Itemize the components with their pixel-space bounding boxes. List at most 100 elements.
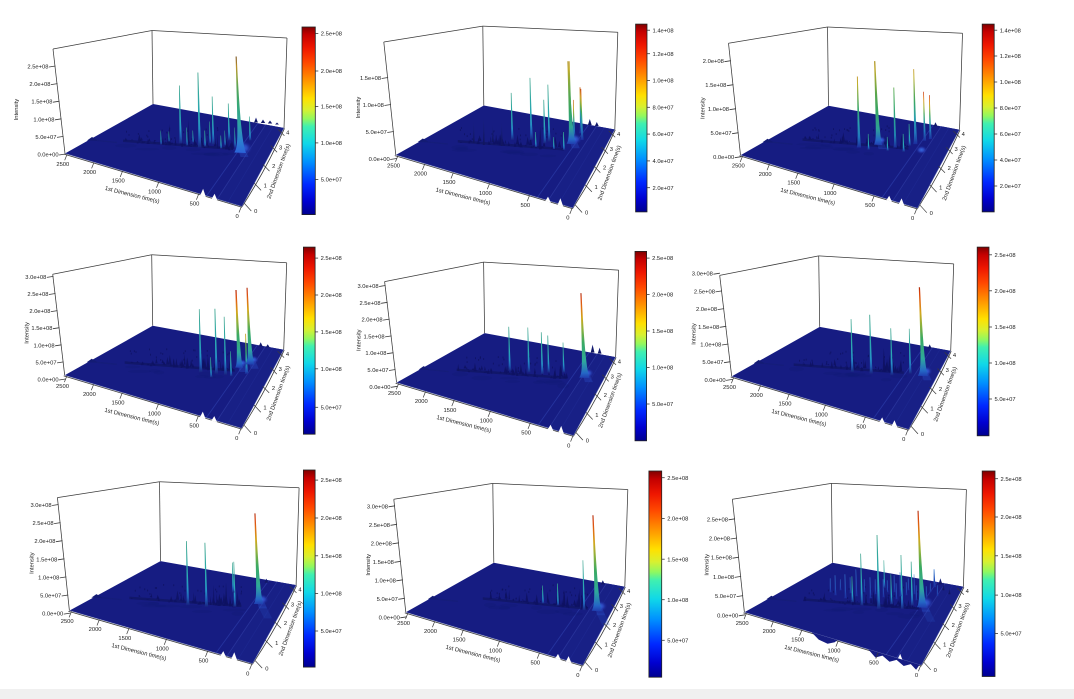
svg-text:0: 0 xyxy=(595,668,598,674)
svg-text:1.0e+08: 1.0e+08 xyxy=(321,367,342,373)
svg-text:5.0e+07: 5.0e+07 xyxy=(652,402,673,408)
svg-text:3.0e+08: 3.0e+08 xyxy=(367,504,388,510)
svg-text:1.5e+08: 1.5e+08 xyxy=(31,100,52,106)
svg-text:0.0e+00: 0.0e+00 xyxy=(713,155,734,161)
svg-text:5.0e+07: 5.0e+07 xyxy=(367,368,388,374)
svg-text:2500: 2500 xyxy=(56,162,69,168)
svg-text:1.0e+08: 1.0e+08 xyxy=(365,351,386,357)
svg-text:0: 0 xyxy=(246,671,249,677)
svg-text:2: 2 xyxy=(613,623,616,629)
svg-text:1.0e+08: 1.0e+08 xyxy=(1000,80,1021,86)
svg-text:Intensity: Intensity xyxy=(692,323,698,345)
svg-text:4: 4 xyxy=(286,130,290,136)
svg-text:2.0e+08: 2.0e+08 xyxy=(652,293,673,299)
svg-text:2500: 2500 xyxy=(388,391,401,397)
svg-text:2: 2 xyxy=(948,166,951,172)
svg-text:500: 500 xyxy=(199,659,209,665)
svg-text:1.0e+08: 1.0e+08 xyxy=(708,107,729,113)
svg-text:0.0e+00: 0.0e+00 xyxy=(369,157,390,163)
svg-text:3.0e+08: 3.0e+08 xyxy=(692,272,713,278)
svg-text:1.5e+08: 1.5e+08 xyxy=(652,329,673,335)
svg-text:500: 500 xyxy=(190,202,200,208)
svg-text:1500: 1500 xyxy=(112,401,125,407)
svg-text:0: 0 xyxy=(566,216,569,222)
svg-text:2.5e+08: 2.5e+08 xyxy=(652,256,673,262)
svg-text:1500: 1500 xyxy=(443,180,456,186)
svg-text:2: 2 xyxy=(284,621,287,627)
svg-text:1: 1 xyxy=(943,643,946,649)
svg-text:1.0e+08: 1.0e+08 xyxy=(375,578,396,584)
svg-text:1: 1 xyxy=(264,184,267,190)
svg-text:3: 3 xyxy=(279,367,282,373)
svg-text:0.0e+00: 0.0e+00 xyxy=(704,378,725,384)
svg-text:3: 3 xyxy=(291,602,294,608)
svg-text:5.0e+07: 5.0e+07 xyxy=(321,629,342,635)
svg-text:5.0e+07: 5.0e+07 xyxy=(321,405,342,411)
svg-text:2.0e+08: 2.0e+08 xyxy=(321,293,342,299)
svg-text:0.0e+00: 0.0e+00 xyxy=(369,385,390,391)
svg-text:5.0e+07: 5.0e+07 xyxy=(667,638,688,644)
svg-text:3: 3 xyxy=(954,147,957,153)
svg-text:6.0e+07: 6.0e+07 xyxy=(1000,132,1021,138)
svg-text:1.0e+08: 1.0e+08 xyxy=(321,141,342,147)
svg-text:5.0e+07: 5.0e+07 xyxy=(35,135,56,141)
svg-text:2000: 2000 xyxy=(83,392,96,398)
svg-text:2.5e+08: 2.5e+08 xyxy=(321,32,342,38)
svg-text:3: 3 xyxy=(611,374,614,380)
svg-text:1: 1 xyxy=(930,407,933,413)
svg-text:0: 0 xyxy=(235,214,238,220)
svg-text:4: 4 xyxy=(627,589,631,595)
svg-text:1000: 1000 xyxy=(148,411,161,417)
svg-text:Intensity: Intensity xyxy=(704,554,710,576)
svg-text:1: 1 xyxy=(939,185,942,191)
svg-text:4: 4 xyxy=(298,587,302,593)
svg-text:2000: 2000 xyxy=(763,629,776,635)
svg-text:1.5e+08: 1.5e+08 xyxy=(1001,554,1022,560)
svg-text:0.0e+00: 0.0e+00 xyxy=(42,612,63,618)
svg-text:0: 0 xyxy=(911,216,914,222)
svg-text:1.4e+08: 1.4e+08 xyxy=(1000,28,1021,34)
svg-text:2.5e+08: 2.5e+08 xyxy=(369,523,390,529)
svg-text:3: 3 xyxy=(946,368,949,374)
svg-text:1: 1 xyxy=(263,406,266,412)
svg-text:8.0e+07: 8.0e+07 xyxy=(1000,106,1021,112)
svg-text:1.2e+08: 1.2e+08 xyxy=(653,52,674,58)
svg-text:2500: 2500 xyxy=(397,621,410,627)
svg-text:500: 500 xyxy=(869,660,879,666)
svg-text:1.5e+08: 1.5e+08 xyxy=(321,330,342,336)
svg-text:1500: 1500 xyxy=(112,179,125,185)
svg-text:8.0e+07: 8.0e+07 xyxy=(653,105,674,111)
svg-text:0.0e+00: 0.0e+00 xyxy=(37,378,58,384)
svg-text:5.0e+07: 5.0e+07 xyxy=(40,594,61,600)
svg-text:1.5e+08: 1.5e+08 xyxy=(363,334,384,340)
svg-text:2: 2 xyxy=(939,387,942,393)
svg-text:1.5e+08: 1.5e+08 xyxy=(995,325,1016,331)
svg-text:500: 500 xyxy=(856,424,866,430)
svg-text:5.0e+07: 5.0e+07 xyxy=(715,594,736,600)
svg-text:1.0e+08: 1.0e+08 xyxy=(363,103,384,109)
svg-text:1.0e+08: 1.0e+08 xyxy=(713,575,734,581)
svg-text:2.5e+08: 2.5e+08 xyxy=(707,517,728,523)
svg-text:5.0e+07: 5.0e+07 xyxy=(377,597,398,603)
svg-text:2500: 2500 xyxy=(61,619,74,625)
svg-text:1000: 1000 xyxy=(489,648,502,654)
svg-text:0.0e+00: 0.0e+00 xyxy=(379,615,400,621)
svg-text:2.5e+08: 2.5e+08 xyxy=(32,521,53,527)
svg-text:0: 0 xyxy=(265,666,268,672)
svg-text:1000: 1000 xyxy=(148,190,161,196)
svg-text:1.5e+08: 1.5e+08 xyxy=(321,105,342,111)
svg-text:2000: 2000 xyxy=(424,629,437,635)
svg-text:3.0e+08: 3.0e+08 xyxy=(357,284,378,290)
svg-text:2500: 2500 xyxy=(723,385,736,391)
svg-text:2.0e+08: 2.0e+08 xyxy=(696,307,717,313)
svg-text:1.5e+08: 1.5e+08 xyxy=(698,325,719,331)
svg-text:0: 0 xyxy=(585,211,588,217)
svg-text:1.0e+08: 1.0e+08 xyxy=(653,79,674,85)
svg-text:2.5e+08: 2.5e+08 xyxy=(321,478,342,484)
svg-text:1.2e+08: 1.2e+08 xyxy=(1000,54,1021,60)
svg-text:2.5e+08: 2.5e+08 xyxy=(359,301,380,307)
svg-text:1.0e+08: 1.0e+08 xyxy=(33,117,54,123)
svg-text:Intensity: Intensity xyxy=(357,329,363,351)
svg-text:500: 500 xyxy=(521,431,531,437)
svg-text:1000: 1000 xyxy=(815,412,828,418)
